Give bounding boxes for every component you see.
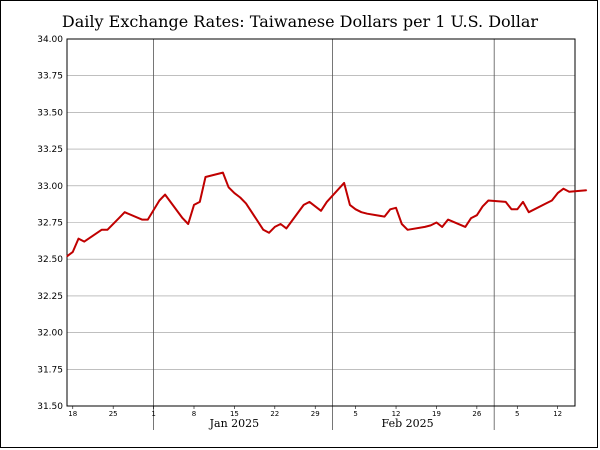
chart-title: Daily Exchange Rates: Taiwanese Dollars …	[61, 12, 539, 31]
data-point	[464, 226, 466, 228]
y-tick-label: 32.00	[37, 329, 63, 339]
data-point	[83, 241, 85, 243]
x-tick-label: 8	[192, 410, 196, 418]
data-point	[141, 219, 143, 221]
x-tick-label: 15	[230, 410, 239, 418]
x-tick-label: 25	[109, 410, 118, 418]
data-point	[101, 229, 103, 231]
x-tick-label: 12	[553, 410, 562, 418]
data-point	[528, 211, 530, 213]
data-point	[147, 219, 149, 221]
data-point	[476, 214, 478, 216]
data-point	[349, 204, 351, 206]
data-point	[106, 229, 108, 231]
data-point	[562, 188, 565, 190]
x-tick-label: 26	[472, 410, 481, 418]
y-tick-label: 33.00	[37, 182, 63, 192]
data-point	[407, 229, 409, 231]
data-point	[245, 202, 247, 204]
x-tick-label: 18	[68, 410, 77, 418]
data-point	[470, 217, 472, 219]
data-point	[441, 226, 443, 228]
data-point	[118, 217, 120, 219]
data-point	[204, 176, 207, 178]
x-tick-label: 29	[311, 410, 320, 418]
y-tick-label: 34.00	[37, 35, 63, 45]
plot-area-border	[66, 38, 576, 407]
data-point	[366, 213, 368, 215]
month-label: Feb 2025	[382, 417, 434, 430]
data-point	[395, 207, 397, 209]
data-point	[239, 196, 241, 199]
x-tick-label: 5	[353, 410, 357, 418]
data-point	[487, 199, 489, 202]
data-point	[124, 211, 126, 213]
y-tick-label: 33.25	[37, 145, 63, 155]
data-point	[545, 202, 547, 204]
y-tick-label: 33.75	[37, 72, 63, 82]
data-point	[360, 211, 362, 213]
series-line	[66, 171, 587, 258]
y-tick-label: 32.25	[37, 292, 63, 302]
data-point	[355, 208, 357, 210]
data-point	[343, 182, 345, 184]
data-point	[424, 226, 426, 228]
x-tick-label: 22	[270, 410, 279, 418]
data-point	[268, 232, 270, 234]
month-label: Jan 2025	[209, 417, 260, 430]
data-point	[303, 204, 305, 206]
data-point	[568, 191, 570, 193]
x-tick-label: 12	[392, 410, 401, 418]
data-point	[585, 189, 588, 191]
y-tick-label: 32.50	[37, 255, 63, 265]
data-point	[308, 201, 311, 203]
x-tick-label: 19	[432, 410, 441, 418]
data-point	[510, 208, 513, 210]
data-point	[193, 204, 195, 206]
y-tick-label: 32.75	[37, 219, 63, 229]
data-point	[228, 186, 230, 188]
y-tick-label: 33.50	[37, 108, 63, 118]
data-point	[77, 238, 80, 240]
data-point	[274, 226, 276, 228]
y-tick-label: 31.75	[37, 365, 63, 375]
data-point	[320, 210, 322, 212]
data-point	[164, 194, 166, 196]
data-point	[430, 224, 432, 226]
data-point	[326, 201, 328, 203]
data-point	[66, 255, 68, 257]
data-point	[522, 201, 524, 203]
data-point	[551, 199, 553, 202]
data-point	[482, 205, 484, 207]
data-point	[557, 192, 559, 194]
data-point	[181, 217, 184, 219]
data-point	[262, 229, 264, 231]
data-point	[158, 199, 160, 202]
data-point	[505, 201, 507, 203]
data-point	[516, 208, 518, 210]
data-point	[447, 219, 449, 221]
data-point	[233, 192, 235, 194]
data-point	[389, 208, 391, 210]
data-point	[222, 172, 224, 174]
x-tick-label: 5	[515, 410, 519, 418]
data-point	[72, 251, 74, 253]
data-point	[435, 221, 438, 224]
data-point	[383, 216, 386, 218]
data-point	[187, 223, 189, 225]
data-point	[280, 223, 282, 225]
data-point	[285, 227, 287, 229]
y-tick-label: 31.50	[37, 402, 63, 412]
data-point	[199, 201, 201, 203]
x-tick-label: 1	[151, 410, 155, 418]
data-point	[401, 223, 403, 225]
